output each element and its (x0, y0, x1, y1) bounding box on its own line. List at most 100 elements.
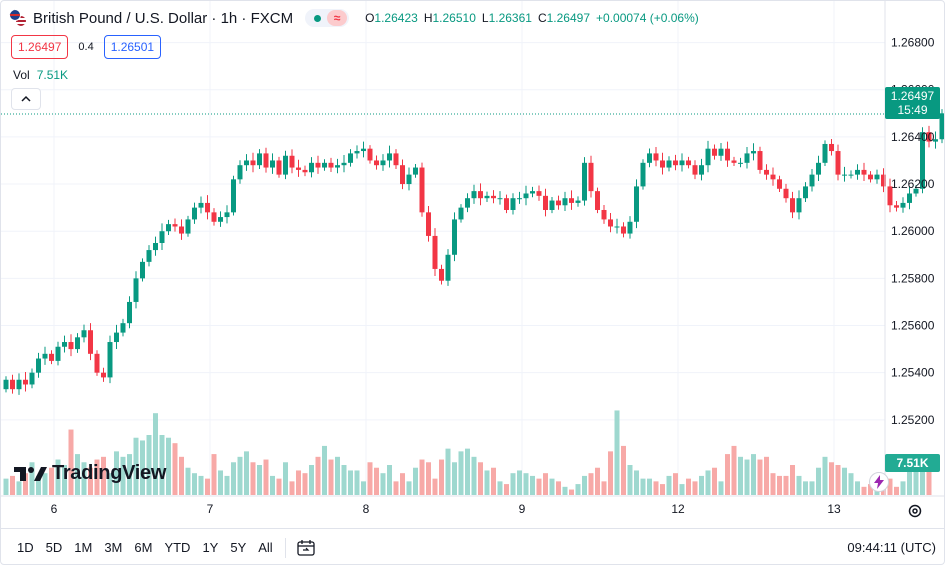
volume-bar (926, 454, 932, 495)
volume-bar (211, 454, 217, 495)
volume-bar (114, 451, 119, 495)
candle-body (686, 160, 691, 166)
volume-bar (894, 486, 899, 495)
volume-bar (445, 448, 451, 495)
range-button-3m[interactable]: 3M (104, 539, 123, 555)
chart-settings-button[interactable] (905, 501, 925, 521)
volume-bar (153, 413, 158, 495)
buy-button[interactable]: 1.26501 (103, 35, 162, 59)
market-status-pill[interactable]: ≈ (305, 9, 350, 27)
collapse-legend-button[interactable] (11, 88, 41, 110)
candle-body (738, 162, 743, 164)
candle-body (302, 169, 308, 173)
candle-body (361, 148, 366, 152)
candle-body (146, 250, 152, 262)
candle-body (484, 195, 490, 199)
x-tick-label: 6 (51, 502, 58, 516)
candle-body (920, 132, 925, 189)
volume-bar (744, 459, 750, 495)
candle-body (842, 174, 847, 176)
candle-body (166, 224, 171, 232)
volume-value: 7.51K (36, 68, 69, 82)
volume-bar (224, 475, 230, 495)
candle-body (23, 379, 28, 385)
volume-bar (588, 473, 594, 495)
range-button-1m[interactable]: 1M (74, 539, 93, 555)
candle-body (770, 174, 776, 180)
symbol-legend[interactable]: British Pound / U.S. Dollar · 1h · FXCM … (9, 7, 699, 29)
volume-bar (328, 459, 334, 495)
volume-bar (101, 456, 106, 495)
candle-body (874, 174, 880, 180)
candle-body (588, 162, 594, 192)
volume-bar (296, 470, 301, 495)
range-button-ytd[interactable]: YTD (164, 539, 191, 555)
range-button-all[interactable]: All (258, 539, 273, 555)
candle-body (289, 155, 295, 168)
volume-bar (205, 478, 210, 495)
range-button-6m[interactable]: 6M (134, 539, 153, 555)
range-button-5d[interactable]: 5D (45, 539, 63, 555)
quote-panel: 1.26497 0.4 1.26501 (11, 35, 162, 59)
volume-bar (783, 475, 789, 495)
volume-legend[interactable]: Vol 7.51K (13, 68, 68, 82)
candle-body (569, 198, 574, 203)
candle-body (855, 169, 860, 175)
volume-bar (569, 489, 574, 495)
volume-bar (387, 465, 392, 495)
candle-body (231, 179, 236, 213)
y-tick-label: 1.26800 (891, 36, 935, 50)
symbol-title[interactable]: British Pound / U.S. Dollar · 1h · FXCM (33, 9, 294, 27)
range-button-1d[interactable]: 1D (17, 539, 34, 555)
lightning-icon (874, 475, 884, 489)
bottom-toolbar: 1D 5D 1M 3M 6M YTD 1Y 5Y All 09:44:11 (UTC) (1, 528, 944, 564)
volume-bar (608, 451, 613, 495)
go-to-date-button[interactable] (292, 535, 320, 561)
candlesticks (3, 109, 944, 395)
candle-body (894, 205, 899, 208)
candle-body (393, 153, 399, 166)
candle-body (328, 162, 334, 168)
candle-body (809, 174, 815, 187)
volume-bar (354, 470, 360, 495)
volume-bar (634, 470, 639, 495)
volume-bar (49, 467, 54, 495)
volume-bar (699, 475, 704, 495)
volume-bar (426, 462, 431, 495)
volume-bar (361, 481, 366, 495)
range-button-1y[interactable]: 1Y (202, 539, 219, 555)
utc-clock[interactable]: 09:44:11 (UTC) (847, 540, 936, 555)
x-tick-label: 12 (671, 502, 685, 516)
range-button-5y[interactable]: 5Y (230, 539, 247, 555)
volume-bar (432, 478, 438, 495)
candle-body (192, 207, 197, 220)
volume-bar (621, 445, 626, 495)
volume-bar (283, 462, 288, 495)
volume-bar (413, 467, 418, 495)
y-tick-label: 1.25800 (891, 271, 935, 285)
candle-body (881, 174, 886, 187)
candle-body (783, 188, 789, 199)
candle-body (822, 143, 828, 163)
candle-body (523, 193, 529, 199)
volume-bar (393, 481, 399, 495)
candle-body (94, 353, 100, 373)
candle-body (868, 174, 873, 180)
candle-body (725, 148, 730, 161)
candle-body (16, 379, 22, 390)
candle-body (712, 148, 717, 156)
volume-bar (302, 473, 308, 495)
gbp-usd-flag-icon (9, 9, 27, 27)
volume-bar (367, 462, 373, 495)
volume-bar (484, 470, 490, 495)
candle-body (790, 198, 795, 213)
volume-bar (478, 462, 483, 495)
candle-body (159, 231, 165, 243)
tradingview-logo[interactable]: TradingView (14, 462, 166, 485)
lightning-button[interactable] (869, 472, 889, 492)
y-tick-label: 1.25400 (891, 366, 935, 380)
sell-button[interactable]: 1.26497 (11, 35, 69, 59)
candle-body (699, 165, 704, 175)
candle-body (556, 200, 561, 206)
